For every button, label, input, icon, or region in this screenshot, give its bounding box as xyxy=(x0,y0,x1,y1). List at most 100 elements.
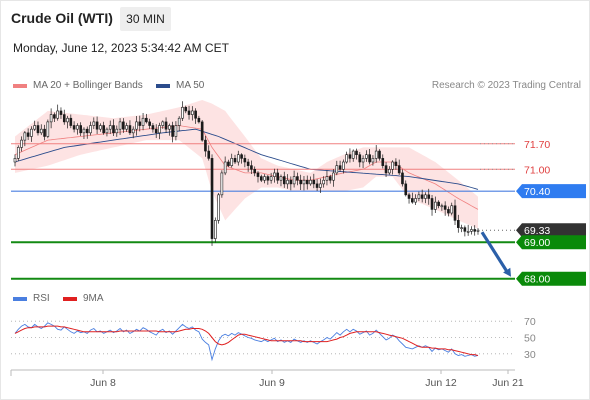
candle-body xyxy=(43,128,46,137)
candle-body xyxy=(217,194,220,221)
candle-body xyxy=(187,110,191,115)
candle-body xyxy=(99,125,102,130)
candle-body xyxy=(92,121,96,126)
candle-body xyxy=(292,176,296,185)
candle-body xyxy=(348,154,352,159)
candle-body xyxy=(30,128,33,137)
rsi-swatch xyxy=(13,296,27,301)
candle-body xyxy=(69,117,73,126)
last-price-label: 69.33 xyxy=(524,225,550,237)
candle-body xyxy=(184,106,188,112)
legend-rsi: RSI xyxy=(13,293,50,304)
candle-body xyxy=(338,165,342,170)
candle-body xyxy=(450,205,454,214)
candle-body xyxy=(378,150,381,159)
candle-body xyxy=(256,172,260,177)
candle-body xyxy=(246,161,250,166)
candle-body xyxy=(388,168,391,174)
legend-rsi-label: RSI xyxy=(33,293,50,304)
candle-body xyxy=(161,121,165,126)
candle-body xyxy=(181,106,184,119)
pivot-label: 70.40 xyxy=(524,186,550,198)
candle-body xyxy=(112,125,115,134)
candle-body xyxy=(302,179,306,185)
bollinger-swatch xyxy=(13,83,27,88)
candle-body xyxy=(309,179,312,185)
candle-body xyxy=(171,125,174,137)
legend-ma50: MA 50 xyxy=(156,80,204,91)
candle-body xyxy=(168,125,171,130)
candle-body xyxy=(174,125,178,137)
candle-body xyxy=(204,139,207,152)
candle-body xyxy=(82,128,86,134)
candle-body xyxy=(447,209,450,214)
candle-body xyxy=(414,198,417,203)
candle-body xyxy=(460,227,463,229)
candle-body xyxy=(322,179,325,185)
pivot-tag xyxy=(516,184,586,199)
candle-body xyxy=(417,194,421,199)
candle-body xyxy=(33,125,37,130)
candle-body xyxy=(319,183,322,188)
candle-body xyxy=(368,154,371,163)
x-tick-label: Jun 21 xyxy=(492,377,524,389)
candle-body xyxy=(125,125,128,130)
chart-header: Crude Oil (WTI) 30 MIN Monday, June 12, … xyxy=(0,0,590,80)
candle-body xyxy=(76,125,79,130)
candle-body xyxy=(164,121,168,130)
candle-body xyxy=(266,176,270,181)
candle-body xyxy=(210,158,214,239)
candle-body xyxy=(315,183,319,188)
bollinger-band xyxy=(15,100,478,229)
candle-body xyxy=(56,110,59,119)
candle-body xyxy=(473,229,477,232)
candle-body xyxy=(213,220,217,239)
candle-body xyxy=(312,179,316,185)
candle-body xyxy=(470,229,473,232)
candle-body xyxy=(122,121,125,130)
candle-body xyxy=(197,117,201,123)
rsi-tick-label: 50 xyxy=(524,333,536,345)
rsi-ma-line xyxy=(14,325,479,356)
interval-button[interactable]: 30 MIN xyxy=(120,7,171,31)
instrument-title: Crude Oil (WTI) xyxy=(11,10,113,26)
candle-body xyxy=(131,128,135,134)
legend-ma20-label: MA 20 + Bollinger Bands xyxy=(33,80,143,91)
candle-body xyxy=(240,154,243,159)
candle-body xyxy=(371,158,375,163)
candle-body xyxy=(384,165,388,174)
candle-body xyxy=(424,194,427,199)
candle-body xyxy=(236,154,240,163)
forecast-arrow-head xyxy=(503,267,511,277)
candle-body xyxy=(233,158,237,163)
candle-body xyxy=(328,176,332,181)
rsi-tick-label: 30 xyxy=(524,349,536,361)
ma20-line xyxy=(14,125,479,210)
candle-body xyxy=(282,176,286,185)
research-credit: Research © 2023 Trading Central xyxy=(431,80,581,91)
candle-body xyxy=(191,110,194,115)
candle-body xyxy=(53,114,56,119)
last-price-tag xyxy=(516,223,586,238)
rsi-line xyxy=(14,322,479,362)
candle-body xyxy=(355,150,358,156)
candle-body xyxy=(361,158,365,163)
candle-body xyxy=(276,172,280,181)
candle-body xyxy=(227,161,230,166)
candle-body xyxy=(66,117,69,123)
candle-body xyxy=(16,147,20,159)
candle-body xyxy=(279,176,283,181)
x-tick-label: Jun 9 xyxy=(259,377,285,389)
candle-body xyxy=(79,125,82,134)
candle-body xyxy=(158,125,161,134)
candle-body xyxy=(345,154,348,163)
candle-body xyxy=(325,176,329,181)
candle-body xyxy=(89,125,92,134)
candle-body xyxy=(273,172,276,177)
candle-body xyxy=(463,227,467,232)
candle-body xyxy=(118,121,122,130)
candle-body xyxy=(335,165,339,174)
candle-body xyxy=(250,165,253,170)
candle-body xyxy=(108,125,112,130)
